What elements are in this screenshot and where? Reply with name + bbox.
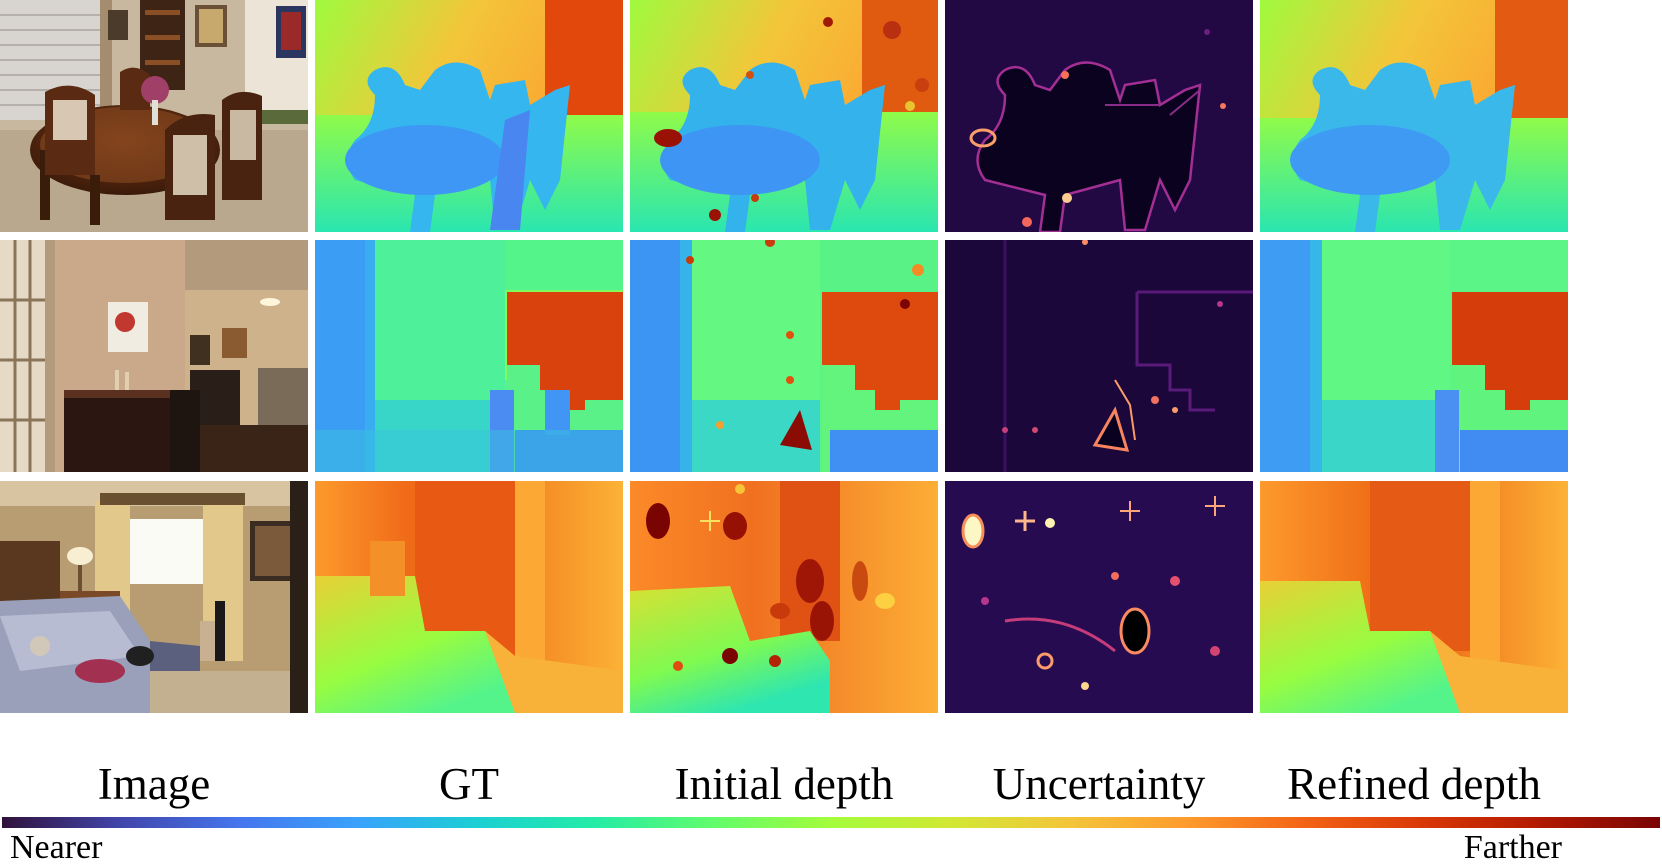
- colorbar-min-label: Nearer: [10, 829, 103, 866]
- column-label-gt: GT: [439, 759, 499, 809]
- row2-initial-depth: [630, 240, 938, 472]
- column-label-uncertainty: Uncertainty: [992, 759, 1206, 809]
- row3-uncertainty: [945, 481, 1253, 713]
- row2-refined-depth: [1260, 240, 1568, 472]
- row2-gt: [315, 240, 623, 472]
- column-label-image: Image: [97, 759, 211, 809]
- row1-refined-depth: [1260, 0, 1568, 232]
- row3-image: [0, 481, 308, 713]
- row2-uncertainty: [945, 240, 1253, 472]
- row3-gt: [315, 481, 623, 713]
- row3-refined-depth: [1260, 481, 1568, 713]
- row2-image: [0, 240, 308, 472]
- colorbar-max-label: Farther: [1463, 829, 1562, 866]
- row1-initial-depth: [630, 0, 938, 232]
- row1-gt: [315, 0, 623, 232]
- column-label-initial-depth: Initial depth: [674, 759, 894, 809]
- row1-uncertainty: [945, 0, 1253, 232]
- column-label-refined-depth: Refined depth: [1287, 759, 1541, 809]
- depth-colorbar: [2, 817, 1660, 828]
- row3-initial-depth: [630, 481, 938, 713]
- row1-image: [0, 0, 308, 232]
